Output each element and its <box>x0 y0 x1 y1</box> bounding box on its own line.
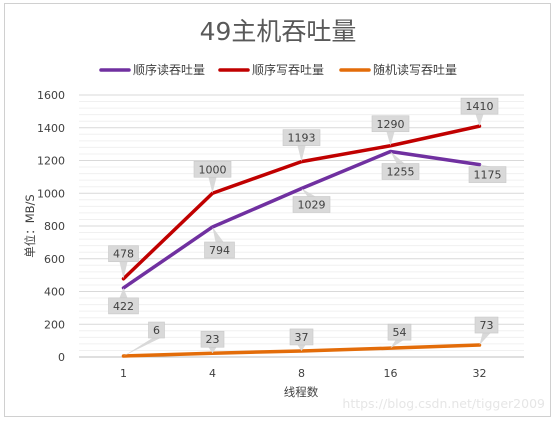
svg-text:1255: 1255 <box>387 165 415 178</box>
legend-label: 随机读写吞吐量 <box>373 62 457 77</box>
data-label: 1193 <box>282 129 321 162</box>
data-label: 54 <box>387 323 412 349</box>
data-label: 6 <box>123 321 165 357</box>
chart-title: 49主机吞吐量 <box>200 17 357 46</box>
svg-text:23: 23 <box>206 333 220 346</box>
svg-text:54: 54 <box>393 326 407 339</box>
svg-text:1410: 1410 <box>466 100 494 113</box>
x-tick-label: 16 <box>384 367 398 380</box>
watermark: https://blog.csdn.net/tigger2009 <box>342 396 545 411</box>
data-label: 794 <box>204 226 235 259</box>
data-label: 1255 <box>381 151 420 180</box>
y-tick-label: 1400 <box>37 122 65 135</box>
y-axis-ticks: 0 200 400 600 800 1000 1200 1400 1600 <box>37 89 65 364</box>
svg-text:1029: 1029 <box>298 199 326 212</box>
data-label: 23 <box>200 330 225 354</box>
y-tick-label: 400 <box>44 286 65 299</box>
svg-text:1290: 1290 <box>377 118 405 131</box>
legend-label: 顺序写吞吐量 <box>252 62 324 77</box>
y-tick-label: 200 <box>44 318 65 331</box>
legend-label: 顺序读吞吐量 <box>133 62 205 77</box>
y-tick-label: 1000 <box>37 187 65 200</box>
chart-frame <box>4 3 551 417</box>
svg-text:1193: 1193 <box>288 132 316 145</box>
x-axis-title: 线程数 <box>284 385 319 399</box>
y-tick-label: 1600 <box>37 89 65 102</box>
svg-text:6: 6 <box>153 324 160 337</box>
data-label: 1175 <box>468 164 507 183</box>
svg-text:478: 478 <box>113 248 134 261</box>
x-tick-label: 32 <box>473 367 487 380</box>
y-tick-label: 1200 <box>37 155 65 168</box>
x-tick-label: 8 <box>298 367 305 380</box>
data-labels: 422 794 1029 1255 1175 478 1000 1193 1290 1410 6 23… <box>108 97 507 357</box>
data-label: 1000 <box>193 160 232 194</box>
legend: 顺序读吞吐量 顺序写吞吐量 随机读写吞吐量 <box>99 62 457 77</box>
data-label: 37 <box>289 328 314 351</box>
data-label: 1290 <box>371 115 410 146</box>
data-label: 73 <box>474 316 499 346</box>
y-tick-label: 600 <box>44 253 65 266</box>
x-axis-ticks: 1 4 8 16 32 <box>120 367 487 380</box>
svg-text:1000: 1000 <box>199 163 227 176</box>
y-axis-title: 单位：MB/S <box>23 194 37 258</box>
data-label: 478 <box>108 245 139 279</box>
data-label: 1029 <box>292 188 331 213</box>
x-tick-label: 4 <box>209 367 216 380</box>
svg-text:1175: 1175 <box>474 169 502 182</box>
svg-text:794: 794 <box>209 244 230 257</box>
data-label: 1410 <box>460 97 499 127</box>
svg-text:37: 37 <box>295 331 309 344</box>
y-tick-label: 0 <box>58 351 65 364</box>
svg-text:422: 422 <box>113 300 134 313</box>
data-label: 422 <box>108 287 139 315</box>
x-tick-label: 1 <box>120 367 127 380</box>
svg-text:73: 73 <box>480 319 494 332</box>
y-tick-label: 800 <box>44 220 65 233</box>
